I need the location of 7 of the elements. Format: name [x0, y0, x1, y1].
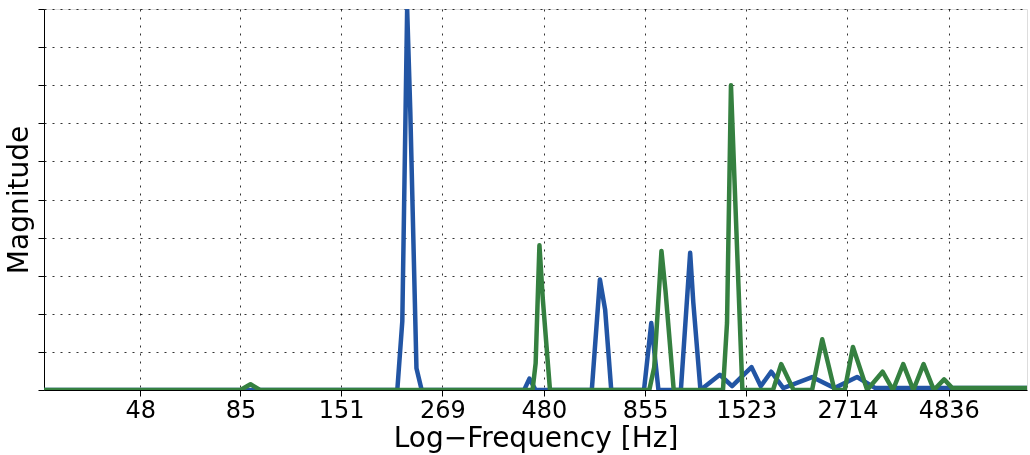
x-tick-label: 85 — [225, 395, 257, 424]
x-tick-label: 1523 — [716, 395, 778, 424]
x-tick-label: 48 — [125, 395, 157, 424]
y-axis-title: Magnitude — [2, 125, 35, 275]
x-tick-label: 2714 — [817, 395, 879, 424]
x-tick-label: 151 — [318, 395, 365, 424]
x-tick-label: 4836 — [918, 395, 980, 424]
